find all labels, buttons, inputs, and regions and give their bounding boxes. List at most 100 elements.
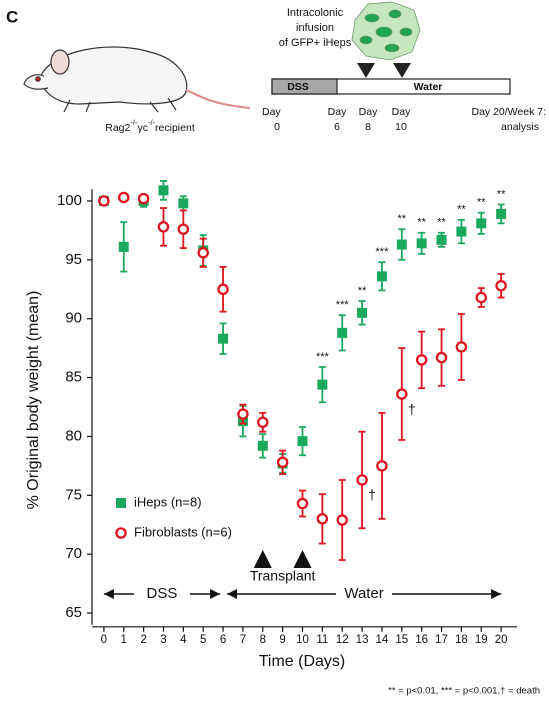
y-tick-label: 90 <box>65 310 82 327</box>
infusion-arrow <box>357 63 375 78</box>
day-label: Day <box>359 106 378 118</box>
x-tick-label: 20 <box>495 634 508 646</box>
recipient-text: recipient <box>155 122 195 134</box>
arrow-head <box>210 589 221 599</box>
point <box>415 354 428 366</box>
point <box>297 436 308 447</box>
x-tick-label: 18 <box>455 634 468 646</box>
point <box>276 456 289 469</box>
point <box>118 241 129 252</box>
x-tick-label: 5 <box>200 634 206 646</box>
point <box>98 195 110 207</box>
significance: *** <box>376 246 390 258</box>
point <box>396 239 407 250</box>
point <box>396 388 408 400</box>
legend-label: iHeps (n=8) <box>134 494 202 509</box>
death-marker: † <box>368 487 376 503</box>
point <box>296 497 309 510</box>
point <box>218 333 229 344</box>
point <box>317 379 328 390</box>
point <box>436 234 447 245</box>
timeline-phase: Water <box>414 81 443 93</box>
phase-label: Water <box>344 585 383 602</box>
y-axis-label: % Original body weight (mean) <box>25 291 42 510</box>
legend-marker <box>115 527 127 539</box>
y-tick-label: 80 <box>65 427 82 444</box>
point <box>237 408 249 420</box>
infusion-label: of GFP+ iHeps <box>279 37 352 49</box>
transplant-label: Transplant <box>250 568 316 584</box>
x-tick-label: 6 <box>220 634 226 646</box>
y-tick-label: 75 <box>65 486 82 503</box>
point <box>158 185 169 196</box>
point <box>337 327 348 338</box>
day-label: 8 <box>365 121 371 133</box>
recipient-label: Rag2-/-γc-/-recipient <box>105 118 195 134</box>
point <box>316 513 329 525</box>
point <box>137 192 150 205</box>
arrow-head <box>227 589 238 599</box>
point <box>356 474 368 486</box>
significance: ** <box>457 204 466 216</box>
day-label: Day 20/Week 7: <box>471 106 546 118</box>
day-label: analysis <box>501 121 539 133</box>
x-axis-label: Time (Days) <box>259 653 346 670</box>
x-tick-label: 13 <box>356 634 369 646</box>
point <box>177 223 190 235</box>
y-tick-label: 85 <box>65 369 82 386</box>
x-tick-label: 15 <box>395 634 408 646</box>
arrow-head <box>103 589 114 599</box>
point <box>336 514 348 526</box>
point <box>217 283 229 296</box>
day-label: Day <box>262 106 281 118</box>
x-tick-label: 19 <box>475 634 488 646</box>
infusion-label: Intracolonic <box>287 7 344 19</box>
phase-label-bg <box>133 585 190 603</box>
x-tick-label: 14 <box>376 634 389 646</box>
significance: ** <box>437 217 446 229</box>
x-tick-label: 4 <box>180 634 187 646</box>
point <box>416 238 427 249</box>
point <box>456 226 467 237</box>
infusion-arrow <box>393 63 411 78</box>
point <box>376 271 387 282</box>
x-tick-label: 7 <box>240 634 246 646</box>
point <box>476 218 487 229</box>
arrow-head <box>491 589 502 599</box>
point <box>197 247 209 259</box>
x-tick-label: 3 <box>160 634 166 646</box>
day-label: 6 <box>334 121 340 133</box>
x-tick-label: 1 <box>121 634 127 646</box>
infusion-label: infusion <box>296 22 334 34</box>
y-tick-label: 95 <box>65 251 82 268</box>
death-marker: † <box>408 401 416 417</box>
significance: ** <box>358 285 367 297</box>
x-tick-label: 8 <box>260 634 266 646</box>
recipient-text: Rag2 <box>105 122 130 134</box>
y-tick-label: 70 <box>65 545 82 562</box>
legend-label: Fibroblasts (n=6) <box>134 524 232 539</box>
phase-label-bg <box>336 585 393 603</box>
significance: ** <box>497 188 506 200</box>
x-tick-label: 16 <box>415 634 428 646</box>
day-label: Day <box>328 106 347 118</box>
recipient-sup: -/- <box>130 118 138 127</box>
point <box>157 221 170 233</box>
significance: *** <box>336 299 350 311</box>
point <box>178 198 189 209</box>
significance: ** <box>477 197 486 209</box>
point <box>496 208 507 219</box>
significance: ** <box>417 217 426 229</box>
x-tick-label: 10 <box>296 634 309 646</box>
point <box>257 440 268 451</box>
transplant-marker <box>293 550 312 568</box>
point <box>257 416 269 429</box>
timeline-phase: DSS <box>287 81 309 93</box>
legend-marker <box>116 498 126 508</box>
day-label: Day <box>392 106 411 118</box>
x-tick-label: 2 <box>140 634 146 646</box>
x-tick-label: 0 <box>101 634 107 646</box>
point <box>455 341 468 353</box>
